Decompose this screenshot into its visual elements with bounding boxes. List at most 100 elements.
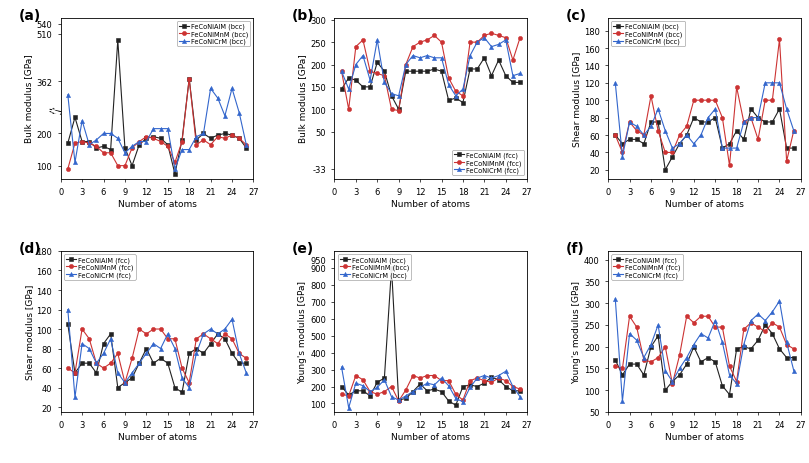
FeCoNiCrM (fcc) [408, 54, 417, 59]
FeCoNiMnM (fcc) [149, 326, 159, 332]
FeCoNiMnM (fcc) [768, 320, 777, 326]
FeCoNiMnM (bcc) [639, 133, 649, 138]
FeCoNiAlM (bcc) [379, 375, 389, 381]
FeCoNiAlM (fcc) [99, 341, 108, 347]
FeCoNiAlM (bcc) [639, 142, 649, 147]
FeCoNiMnM (bcc) [387, 384, 396, 389]
FeCoNiAlM (fcc) [156, 356, 166, 361]
FeCoNiCrM (fcc) [703, 336, 713, 341]
FeCoNiCrM (fcc) [430, 56, 439, 62]
FeCoNiAlM (bcc) [120, 146, 129, 151]
FeCoNiCrM (fcc) [156, 346, 166, 351]
FeCoNiAlM (fcc) [120, 380, 129, 386]
FeCoNiMnM (fcc) [415, 40, 425, 46]
FeCoNiCrM (fcc) [149, 341, 159, 347]
FeCoNiAlM (bcc) [732, 129, 742, 134]
FeCoNiAlM (bcc) [149, 135, 159, 140]
FeCoNiMnM (bcc) [63, 167, 73, 172]
FeCoNiAlM (fcc) [768, 331, 777, 337]
FeCoNiMnM (bcc) [170, 160, 180, 166]
FeCoNiCrM (bcc) [365, 389, 375, 394]
FeCoNiAlM (fcc) [739, 344, 748, 350]
FeCoNiAlM (bcc) [451, 402, 460, 408]
FeCoNiCrM (fcc) [639, 355, 649, 361]
FeCoNiAlM (bcc) [768, 120, 777, 125]
Line: FeCoNiMnM (fcc): FeCoNiMnM (fcc) [66, 327, 248, 385]
FeCoNiCrM (fcc) [344, 87, 354, 93]
FeCoNiMnM (fcc) [387, 107, 396, 113]
FeCoNiAlM (bcc) [515, 388, 525, 394]
FeCoNiCrM (bcc) [177, 147, 187, 153]
FeCoNiCrM (fcc) [134, 361, 144, 366]
FeCoNiMnM (fcc) [401, 63, 411, 68]
FeCoNiAlM (bcc) [408, 389, 417, 394]
FeCoNiMnM (fcc) [84, 336, 94, 342]
FeCoNiAlM (fcc) [667, 379, 677, 384]
FeCoNiAlM (bcc) [775, 107, 785, 113]
FeCoNiAlM (fcc) [241, 361, 251, 366]
FeCoNiMnM (fcc) [344, 107, 354, 113]
FeCoNiAlM (fcc) [84, 361, 94, 366]
FeCoNiAlM (bcc) [156, 136, 166, 142]
FeCoNiCrM (fcc) [775, 299, 785, 304]
FeCoNiMnM (bcc) [199, 138, 209, 144]
FeCoNiCrM (bcc) [77, 119, 87, 124]
FeCoNiCrM (bcc) [718, 146, 727, 151]
FeCoNiMnM (bcc) [422, 373, 432, 378]
FeCoNiCrM (bcc) [156, 126, 166, 132]
FeCoNiAlM (bcc) [199, 131, 209, 137]
FeCoNiAlM (bcc) [84, 139, 94, 145]
FeCoNiMnM (bcc) [703, 98, 713, 104]
FeCoNiCrM (bcc) [501, 369, 510, 374]
FeCoNiAlM (fcc) [493, 58, 503, 64]
FeCoNiMnM (bcc) [753, 138, 763, 143]
FeCoNiMnM (bcc) [746, 116, 756, 121]
FeCoNiMnM (bcc) [437, 378, 447, 383]
FeCoNiMnM (bcc) [184, 77, 194, 82]
FeCoNiMnM (bcc) [760, 98, 770, 104]
FeCoNiCrM (fcc) [611, 296, 621, 302]
FeCoNiMnM (bcc) [768, 98, 777, 104]
FeCoNiAlM (bcc) [718, 146, 727, 151]
FeCoNiCrM (bcc) [753, 116, 763, 121]
FeCoNiCrM (bcc) [205, 87, 215, 92]
FeCoNiAlM (fcc) [344, 76, 354, 81]
FeCoNiAlM (bcc) [365, 393, 375, 399]
FeCoNiMnM (fcc) [501, 36, 510, 41]
FeCoNiMnM (bcc) [91, 144, 101, 150]
FeCoNiCrM (fcc) [472, 40, 482, 46]
FeCoNiCrM (fcc) [351, 63, 361, 68]
Y-axis label: Shear modulus [GPa]: Shear modulus [GPa] [25, 284, 34, 379]
FeCoNiAlM (fcc) [227, 351, 237, 357]
FeCoNiCrM (fcc) [760, 318, 770, 324]
FeCoNiAlM (bcc) [170, 172, 180, 177]
FeCoNiCrM (bcc) [199, 131, 209, 137]
FeCoNiCrM (fcc) [696, 331, 705, 337]
FeCoNiCrM (bcc) [625, 120, 634, 125]
FeCoNiMnM (bcc) [775, 38, 785, 43]
FeCoNiAlM (fcc) [660, 388, 670, 393]
FeCoNiCrM (bcc) [667, 146, 677, 151]
FeCoNiAlM (fcc) [508, 81, 518, 86]
FeCoNiMnM (bcc) [127, 146, 137, 151]
FeCoNiCrM (bcc) [472, 375, 482, 381]
FeCoNiCrM (bcc) [394, 397, 404, 403]
FeCoNiMnM (bcc) [149, 136, 159, 142]
FeCoNiCrM (fcc) [77, 341, 87, 347]
FeCoNiCrM (fcc) [70, 394, 80, 400]
FeCoNiAlM (fcc) [696, 359, 705, 365]
FeCoNiAlM (fcc) [753, 338, 763, 343]
FeCoNiCrM (fcc) [444, 83, 454, 88]
FeCoNiAlM (fcc) [515, 81, 525, 86]
FeCoNiCrM (bcc) [760, 81, 770, 87]
FeCoNiAlM (fcc) [689, 344, 699, 350]
FeCoNiCrM (fcc) [617, 399, 627, 404]
Legend: FeCoNiAlM (bcc), FeCoNiMnM (bcc), FeCoNiCrM (bcc): FeCoNiAlM (bcc), FeCoNiMnM (bcc), FeCoNi… [612, 22, 685, 47]
FeCoNiCrM (fcc) [718, 340, 727, 345]
Line: FeCoNiCrM (bcc): FeCoNiCrM (bcc) [66, 87, 248, 172]
FeCoNiMnM (fcc) [458, 94, 468, 100]
FeCoNiCrM (bcc) [465, 385, 475, 390]
FeCoNiAlM (bcc) [501, 384, 510, 389]
FeCoNiMnM (fcc) [487, 31, 497, 37]
FeCoNiMnM (bcc) [632, 129, 642, 134]
